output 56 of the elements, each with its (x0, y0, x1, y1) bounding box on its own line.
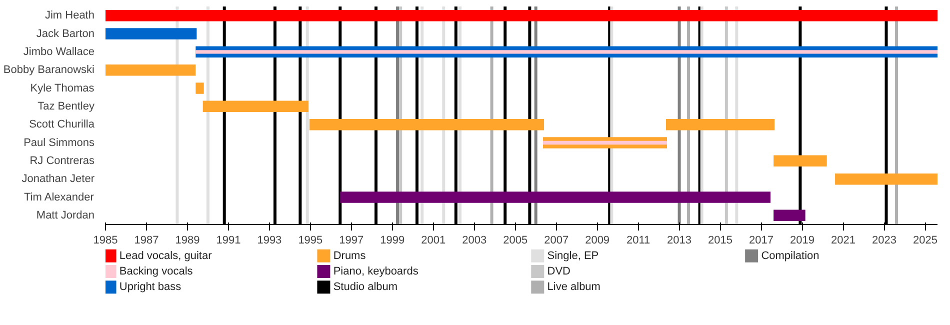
bar (543, 140, 667, 145)
y-tick-label: Jimbo Wallace (23, 46, 95, 58)
x-tick-label: 1987 (134, 234, 159, 246)
bar (106, 28, 197, 40)
y-tick-label: Jonathan Jeter (22, 173, 95, 186)
bar (106, 10, 938, 22)
legend-label: Single, EP (547, 250, 599, 262)
legend-label: Drums (333, 250, 366, 262)
x-tick-label: 2025 (912, 234, 938, 246)
x-tick-label: 2017 (749, 234, 774, 246)
x-tick-label: 1999 (380, 234, 405, 246)
bar (196, 82, 204, 94)
y-tick-label: Matt Jordan (36, 209, 95, 222)
y-tick-label: RJ Contreras (30, 154, 95, 167)
bar (666, 118, 775, 130)
x-tick-label: 2019 (790, 234, 814, 246)
x-tick-label: 1989 (175, 234, 200, 246)
bar (196, 50, 938, 54)
y-tick-label: Tim Alexander (24, 191, 94, 204)
x-tick-label: 1993 (257, 234, 282, 246)
legend-label: Studio album (333, 281, 398, 294)
x-tick-label: 1991 (216, 234, 241, 246)
bar (835, 173, 938, 185)
y-tick-label: Jim Heath (44, 10, 95, 22)
x-tick-label: 2003 (462, 234, 487, 246)
bar (774, 210, 806, 222)
y-tick-label: Jack Barton (36, 28, 95, 40)
x-tick-label: 1997 (339, 234, 364, 246)
y-tick-label: Taz Bentley (38, 100, 95, 112)
x-tick-label: 2011 (626, 234, 650, 246)
x-tick-label: 1985 (93, 234, 118, 246)
legend-label: Piano, keyboards (333, 266, 419, 278)
bar (106, 64, 196, 76)
x-tick-label: 2015 (708, 234, 733, 246)
y-tick-label: Paul Simmons (24, 136, 95, 149)
bar (340, 192, 770, 203)
x-tick-label: 2001 (421, 234, 446, 246)
x-tick-label: 2023 (872, 234, 896, 246)
legend-label: Upright bass (119, 281, 182, 294)
y-tick-label: Bobby Baranowski (3, 64, 95, 76)
legend-label: Compilation (761, 250, 820, 262)
x-tick-label: 2009 (585, 234, 610, 246)
bar (309, 118, 544, 130)
bar (202, 100, 308, 112)
y-tick-label: Scott Churilla (29, 118, 96, 131)
x-tick-label: 2005 (503, 234, 528, 246)
legend-label: Live album (547, 281, 600, 294)
x-tick-label: 1995 (298, 234, 323, 246)
x-tick-label: 2021 (831, 234, 856, 246)
legend-label: Lead vocals, guitar (119, 250, 212, 262)
x-tick-label: 2007 (544, 234, 569, 246)
legend-label: Backing vocals (119, 266, 194, 278)
y-tick-label: Kyle Thomas (30, 82, 95, 94)
bar (774, 155, 827, 167)
legend-label: DVD (547, 266, 571, 278)
x-tick-label: 2013 (667, 234, 692, 246)
